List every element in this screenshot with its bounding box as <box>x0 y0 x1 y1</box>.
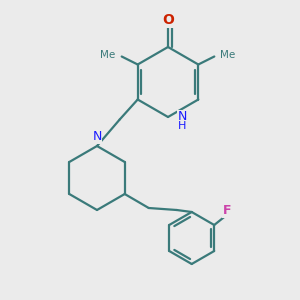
Text: O: O <box>162 13 174 27</box>
Text: H: H <box>178 121 186 131</box>
Text: Me: Me <box>100 50 116 59</box>
Text: Me: Me <box>220 50 236 59</box>
Text: F: F <box>223 205 232 218</box>
Text: N: N <box>92 130 102 143</box>
Text: N: N <box>177 110 187 124</box>
